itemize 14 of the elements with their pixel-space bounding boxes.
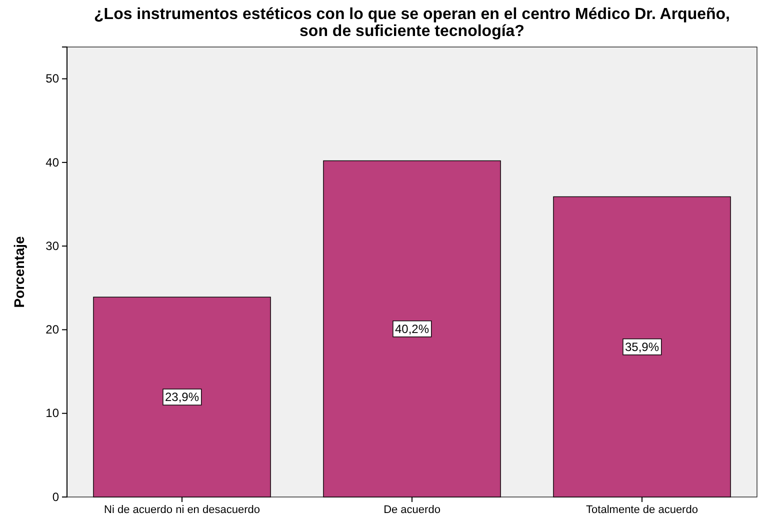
data-label: 23,9% — [164, 390, 200, 404]
x-tick-label: Ni de acuerdo ni en desacuerdo — [104, 504, 260, 516]
data-label: 40,2% — [394, 322, 430, 336]
data-label: 35,9% — [624, 340, 660, 354]
y-tick-label: 50 — [46, 72, 60, 86]
y-tick-label: 40 — [46, 155, 60, 170]
y-tick-label: 20 — [46, 322, 60, 337]
y-tick-label: 30 — [46, 238, 60, 253]
x-tick-label: Totalmente de acuerdo — [586, 504, 698, 516]
y-tick-label: 0 — [52, 490, 60, 504]
x-tick-label: De acuerdo — [384, 504, 440, 516]
y-axis-title: Porcentaje — [11, 236, 27, 308]
y-tick-label: 10 — [46, 406, 60, 420]
chart-title: ¿Los instrumentos estéticos con lo que se operan en el centro Médico Dr. Arqueño, son de suficiente tecnología? — [94, 6, 730, 40]
